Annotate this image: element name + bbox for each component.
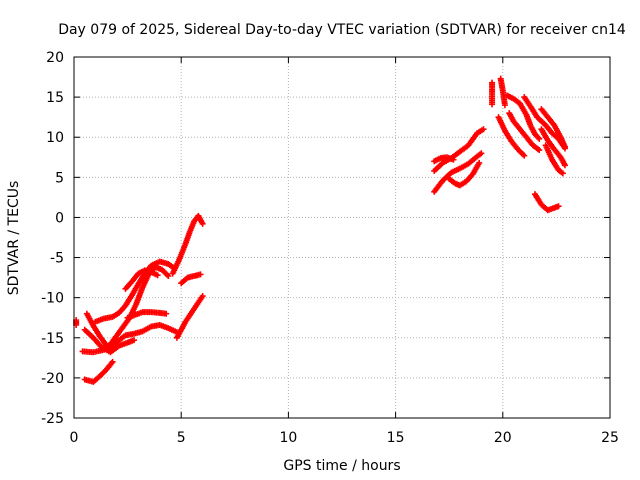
series-track-p (431, 154, 457, 165)
data-point-marker (199, 293, 206, 300)
data-point-marker (555, 203, 562, 210)
series-track-w (538, 106, 568, 150)
y-tick-label: 0 (55, 210, 64, 226)
y-tick-label: -15 (41, 331, 64, 347)
y-tick-label: -5 (50, 251, 64, 267)
series-track-y (542, 142, 566, 177)
series-track-x (538, 126, 568, 169)
data-point-marker (450, 156, 457, 163)
y-tick-label: 5 (55, 170, 64, 186)
series-track-k (178, 271, 204, 287)
data-point-marker (536, 147, 543, 154)
data-point-marker (199, 220, 206, 227)
x-tick-label: 25 (601, 430, 619, 446)
series-track-d (81, 358, 116, 385)
data-point-marker (109, 358, 116, 365)
data-point-marker (131, 337, 138, 344)
data-points (73, 75, 568, 385)
series-track-n (431, 150, 485, 195)
x-axis-label: GPS time / hours (283, 458, 400, 474)
data-point-marker (521, 152, 528, 159)
series-track-o (446, 159, 483, 189)
series-track-t (504, 92, 543, 142)
x-tick-label: 0 (70, 430, 79, 446)
data-point-marker (559, 170, 566, 177)
series-track-i (169, 212, 206, 277)
data-point-marker (478, 150, 485, 157)
series-track-b (83, 310, 116, 352)
series-track-c (81, 326, 138, 356)
data-point-marker (197, 271, 204, 278)
chart-title: Day 079 of 2025, Sidereal Day-to-day VTE… (58, 22, 626, 38)
plot-frame (73, 56, 611, 419)
data-point-marker (536, 135, 543, 142)
x-tick-label: 15 (387, 430, 405, 446)
y-tick-label: -25 (41, 411, 64, 427)
data-point-marker (165, 273, 172, 280)
y-tick-label: 10 (46, 130, 64, 146)
data-point-marker (480, 126, 487, 133)
series-track-a (79, 321, 180, 356)
x-tick-label: 10 (279, 430, 297, 446)
x-tick-label: 5 (177, 430, 186, 446)
series-track-g (124, 309, 170, 321)
data-point-marker (163, 310, 170, 317)
series-track-h (122, 267, 161, 292)
data-point-marker (561, 162, 568, 169)
data-point-marker (561, 143, 568, 150)
data-point-marker (489, 101, 496, 108)
series-track-j (173, 293, 206, 341)
y-tick-label: 20 (46, 50, 64, 66)
series-track-s (495, 114, 528, 159)
grid (74, 57, 610, 418)
data-point-marker (476, 159, 483, 166)
data-point-marker (154, 272, 161, 279)
series-track-z (531, 191, 562, 214)
x-tick-label: 20 (494, 430, 512, 446)
series-track-u (506, 110, 543, 154)
y-axis-label: SDTVAR / TECUs (6, 181, 22, 296)
y-tick-label: 15 (46, 90, 64, 106)
series-track-q (489, 79, 496, 108)
series-track-r (497, 75, 508, 109)
y-tick-label: -10 (41, 291, 64, 307)
y-tick-label: -20 (41, 371, 64, 387)
data-point-marker (501, 102, 508, 109)
